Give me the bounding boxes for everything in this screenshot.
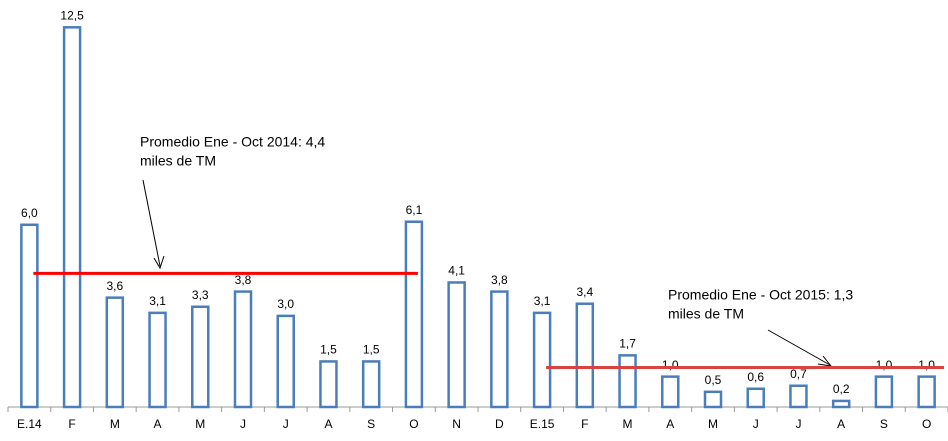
bar (618, 354, 637, 409)
x-tick-label: J (753, 417, 759, 431)
annotation: miles de TM (668, 306, 744, 322)
bar (105, 296, 125, 409)
bar (361, 360, 381, 409)
annotation-arrow (767, 329, 831, 366)
value-label: 0,5 (705, 373, 722, 387)
value-label: 1,0 (918, 358, 935, 372)
x-tick-label: E.15 (530, 417, 555, 431)
value-label: 1,7 (619, 337, 636, 351)
x-tick-label: A (154, 417, 162, 431)
x-tick-label: S (880, 417, 888, 431)
bar (874, 375, 894, 409)
value-label: 3,1 (534, 294, 551, 308)
value-label: 1,5 (320, 343, 337, 357)
annotation-arrowhead (817, 355, 833, 367)
annotation: Promedio Ene - Oct 2015: 1,3 (668, 287, 853, 303)
value-label: 3,4 (576, 285, 593, 299)
annotation: miles de TM (140, 153, 216, 169)
x-tick-label: F (68, 417, 75, 431)
x-tick-label: O (922, 417, 931, 431)
bar (490, 290, 509, 409)
x-tick-label: M (195, 417, 205, 431)
value-label: 4,1 (448, 264, 465, 278)
value-label: 3,8 (491, 273, 508, 287)
bar (319, 360, 338, 409)
value-label: 3,3 (192, 288, 209, 302)
x-tick-label: N (452, 417, 461, 431)
value-label: 6,0 (21, 206, 38, 220)
bar (20, 223, 39, 409)
value-label: 3,1 (149, 294, 166, 308)
x-tick-label: J (795, 417, 801, 431)
annotation: Promedio Ene - Oct 2014: 4,4 (140, 134, 325, 150)
x-tick-label: A (324, 417, 332, 431)
x-tick-label: A (837, 417, 845, 431)
annotation-arrow (142, 179, 161, 267)
value-label: 1,0 (662, 358, 679, 372)
value-label: 3,6 (106, 279, 123, 293)
annotation-arrowhead (153, 255, 165, 270)
bar (703, 390, 723, 409)
x-tick-label: F (581, 417, 588, 431)
bar (233, 290, 253, 409)
x-tick-label: S (367, 417, 375, 431)
value-label: 12,5 (60, 9, 84, 23)
bar (917, 375, 936, 409)
bar (789, 384, 808, 409)
value-label: 0,2 (833, 382, 850, 396)
bar (831, 399, 851, 409)
bar (532, 311, 552, 409)
x-tick-label: J (240, 417, 246, 431)
bar (148, 311, 167, 409)
x-tick-label: M (110, 417, 120, 431)
bar (62, 26, 82, 409)
bar (661, 375, 680, 409)
value-label: 3,0 (277, 297, 294, 311)
value-label: 3,8 (235, 273, 252, 287)
x-tick-label: A (666, 417, 674, 431)
x-tick-label: D (495, 417, 504, 431)
x-tick-label: M (623, 417, 633, 431)
x-tick-label: O (409, 417, 418, 431)
bar (404, 220, 424, 409)
x-tick-label: E.14 (17, 417, 42, 431)
value-label: 6,1 (406, 203, 423, 217)
x-tick-label: J (283, 417, 289, 431)
value-label: 0,7 (790, 367, 807, 381)
bar (746, 387, 765, 409)
value-label: 0,6 (747, 370, 764, 384)
x-tick-label: M (708, 417, 718, 431)
value-label: 1,0 (876, 358, 893, 372)
bar (276, 314, 295, 409)
bar (575, 302, 595, 409)
bar (191, 305, 210, 409)
bar (447, 281, 466, 409)
value-label: 1,5 (363, 343, 380, 357)
